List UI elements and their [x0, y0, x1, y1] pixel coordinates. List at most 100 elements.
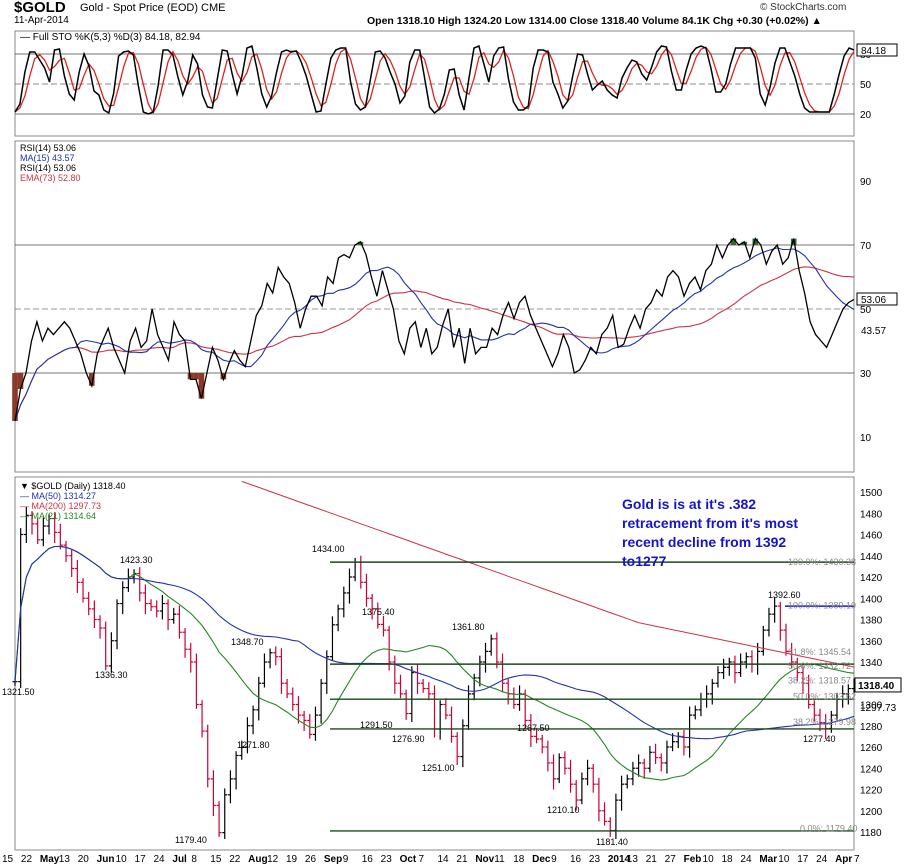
sto-last-tag: [856, 43, 898, 57]
price-tick-1420: 1420: [860, 573, 883, 584]
price-tick-1500: 1500: [860, 488, 883, 499]
sto-k-line: [14, 44, 855, 115]
fib-label-4: 38.2%: 1318.57: [788, 676, 851, 686]
rsi-tick-30: 30: [860, 369, 872, 380]
price-tick-1260: 1260: [860, 743, 883, 754]
rsi-last-tag: [856, 292, 898, 306]
rsi-tick-70: 70: [860, 241, 872, 252]
rsi-line: [14, 237, 855, 422]
chart-date: 11-Apr-2014: [14, 15, 69, 26]
x-tick-9: Jul: [172, 854, 187, 865]
x-tick-1: 22: [21, 854, 33, 865]
price-tick-1480: 1480: [860, 509, 883, 520]
price-tick-1240: 1240: [860, 764, 883, 775]
rsi-tick-50: 50: [860, 305, 872, 316]
x-tick-7: 17: [135, 854, 147, 865]
x-tick-32: 2014: [608, 854, 631, 865]
x-tick-14: 12: [267, 854, 279, 865]
rsi-tick-10: 10: [860, 433, 872, 444]
price-tick-1400: 1400: [860, 594, 883, 605]
price-label-14: 1181.40: [596, 837, 628, 847]
ma21-line: [14, 545, 855, 781]
price-tick-1280: 1280: [860, 722, 883, 733]
x-tick-22: 7: [419, 854, 425, 865]
rsi-legend-1: MA(15) 43.57: [20, 153, 75, 163]
price-label-3: 1179.40: [175, 835, 207, 845]
x-tick-4: 20: [78, 854, 90, 865]
rsi-oversold-fill: [88, 373, 95, 386]
price-tick-1440: 1440: [860, 552, 883, 563]
fib-label-2: 61.8%: 1345.54: [788, 647, 851, 657]
price-tick-1220: 1220: [860, 786, 883, 797]
x-tick-42: 17: [797, 854, 809, 865]
watermark: © StockCharts.com: [760, 2, 847, 13]
x-tick-18: 9: [343, 854, 349, 865]
fib-label-3: 50.0%: 1332.72: [788, 661, 851, 671]
symbol-title: $GOLD: [14, 0, 66, 16]
x-tick-34: 21: [646, 854, 658, 865]
x-tick-13: Aug: [248, 854, 267, 865]
price-label-2: 1336.30: [95, 670, 128, 680]
x-tick-8: 24: [153, 854, 165, 865]
chart-annotation: Gold is is at it's .382 retracement from…: [622, 496, 799, 569]
ohlc-summary: Open 1318.10 High 1324.20 Low 1314.00 Cl…: [367, 15, 822, 27]
price-label-6: 1434.00: [312, 544, 345, 554]
fib-label-6: 38.2%: 1279.98: [793, 717, 856, 727]
x-tick-19: 16: [362, 854, 374, 865]
price-label-11: 1361.80: [452, 622, 485, 632]
price-label-5: 1271.80: [237, 740, 270, 750]
price-tick-1460: 1460: [860, 531, 883, 542]
price-legend-ma200: — MA(200) 1297.73: [20, 501, 101, 511]
x-tick-36: Feb: [684, 854, 702, 865]
price-label-0: 1321.50: [2, 687, 35, 697]
x-tick-11: 15: [210, 854, 222, 865]
rsi-overbought-fill: [357, 241, 364, 245]
price-label-10: 1251.00: [422, 763, 455, 773]
price-label-1: 1423.30: [120, 555, 153, 565]
x-tick-31: 23: [589, 854, 601, 865]
x-tick-38: 18: [721, 854, 733, 865]
sto-last-value: 84.18: [861, 46, 886, 57]
x-tick-27: 18: [513, 854, 525, 865]
rsi-oversold-fill: [12, 373, 18, 421]
x-tick-41: 10: [778, 854, 790, 865]
rsi-legend-2: RSI(14) 53.06: [20, 163, 76, 173]
price-tick-1340: 1340: [860, 658, 883, 669]
x-tick-5: Jun: [97, 854, 115, 865]
price-label-13: 1210.10: [547, 805, 580, 815]
price-tick-1200: 1200: [860, 807, 883, 818]
x-tick-10: 8: [191, 854, 197, 865]
fib-label-5: 50.0%: 1303.62: [793, 692, 856, 702]
sto-tick-20: 20: [860, 110, 872, 121]
x-tick-3: 13: [59, 854, 71, 865]
rsi-ema-line: [14, 266, 855, 422]
x-tick-6: 10: [116, 854, 128, 865]
x-tick-29: 9: [551, 854, 557, 865]
symbol-subtitle: Gold - Spot Price (EOD) CME: [80, 2, 226, 14]
rsi-legend-0: RSI(14) 53.06: [20, 143, 76, 153]
x-tick-26: 11: [494, 854, 505, 865]
x-tick-30: 16: [570, 854, 582, 865]
x-tick-0: 15: [2, 854, 14, 865]
rsi-ma-value: 43.57: [861, 326, 886, 337]
rsi-overbought-fill: [752, 238, 759, 245]
price-label-7: 1375.40: [362, 607, 395, 617]
x-tick-35: 27: [665, 854, 677, 865]
ma50-line: [14, 545, 855, 740]
fib-label-1: 100.0%: 1389.19: [788, 601, 856, 611]
price-tick-1180: 1180: [860, 828, 882, 839]
price-label-9: 1276.90: [392, 734, 425, 744]
rsi-oversold-fill: [220, 373, 227, 380]
x-tick-12: 22: [229, 854, 241, 865]
fib-label-7: 0.0%: 1179.40: [800, 824, 857, 834]
price-legend-title: ▼ $GOLD (Daily) 1318.40: [20, 481, 125, 491]
rsi-legend-3: EMA(73) 52.80: [20, 173, 81, 183]
sto-d-line: [14, 46, 855, 115]
price-legend-ma21: — MA(21) 1314.64: [20, 511, 96, 521]
x-tick-37: 10: [703, 854, 715, 865]
rsi-oversold-fill: [193, 373, 199, 380]
x-tick-40: Mar: [759, 854, 777, 865]
rsi-ma-line: [14, 247, 855, 422]
sto-legend: — Full STO %K(5,3) %D(3) 84.18, 82.94: [20, 32, 201, 43]
x-tick-23: 14: [437, 854, 449, 865]
